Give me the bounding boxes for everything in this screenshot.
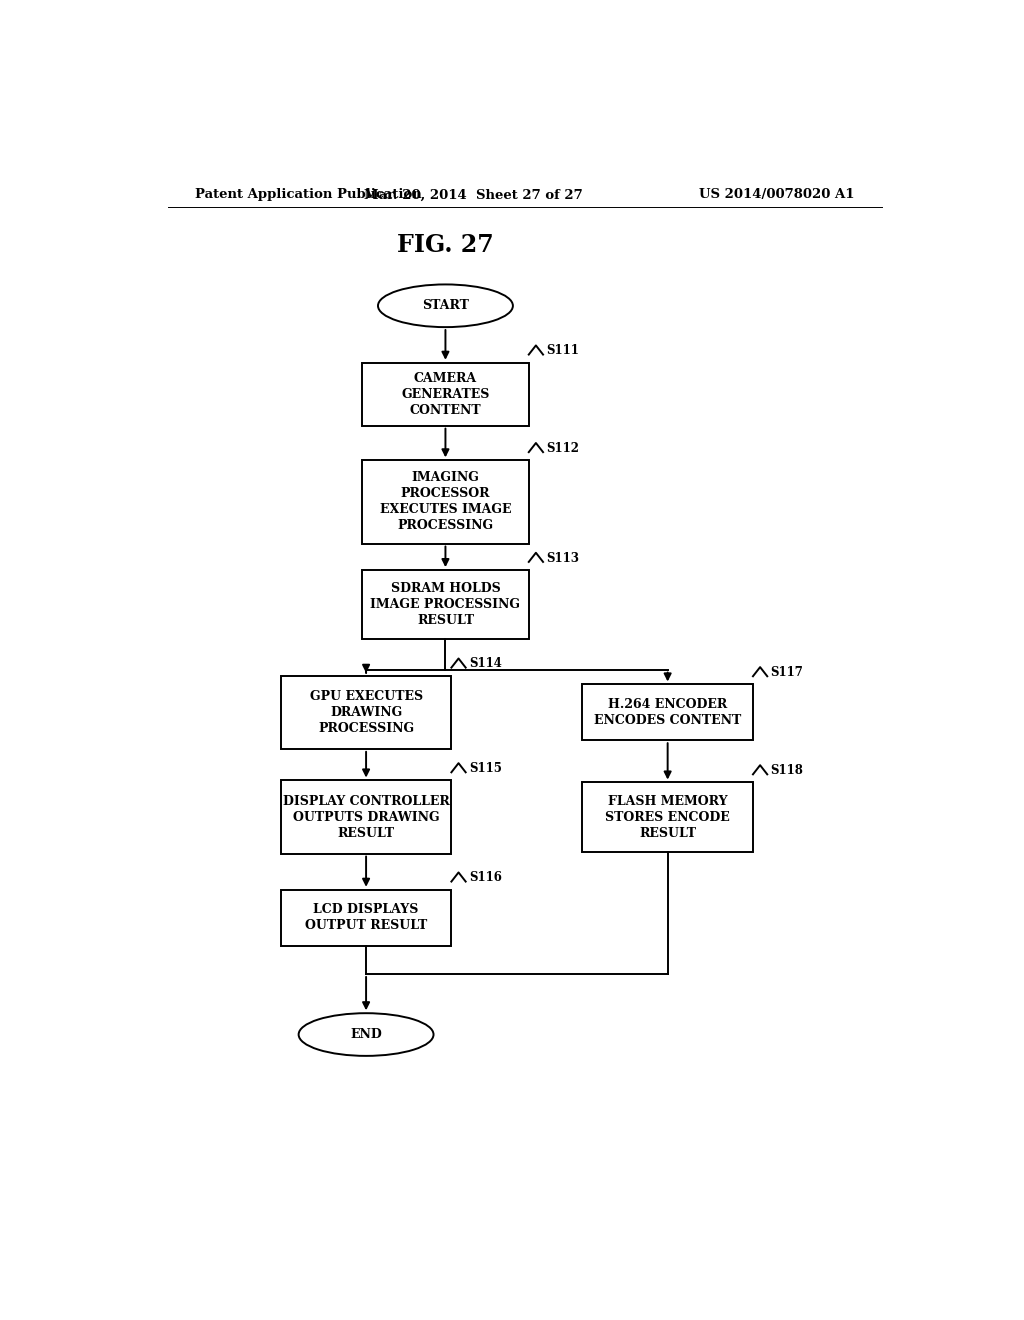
Text: FLASH MEMORY
STORES ENCODE
RESULT: FLASH MEMORY STORES ENCODE RESULT [605, 795, 730, 840]
Bar [281, 676, 452, 748]
Bar [362, 570, 528, 639]
Text: FIG. 27: FIG. 27 [397, 232, 494, 257]
Text: H.264 ENCODER
ENCODES CONTENT: H.264 ENCODER ENCODES CONTENT [594, 698, 741, 727]
Text: GPU EXECUTES
DRAWING
PROCESSING: GPU EXECUTES DRAWING PROCESSING [309, 690, 423, 735]
Text: Mar. 20, 2014  Sheet 27 of 27: Mar. 20, 2014 Sheet 27 of 27 [364, 189, 583, 202]
Text: END: END [350, 1028, 382, 1041]
Text: S113: S113 [546, 552, 580, 565]
Text: LCD DISPLAYS
OUTPUT RESULT: LCD DISPLAYS OUTPUT RESULT [305, 903, 427, 932]
Bar [362, 363, 528, 426]
Text: SDRAM HOLDS
IMAGE PROCESSING
RESULT: SDRAM HOLDS IMAGE PROCESSING RESULT [371, 582, 520, 627]
Bar [583, 684, 753, 741]
Text: US 2014/0078020 A1: US 2014/0078020 A1 [698, 189, 854, 202]
Text: DISPLAY CONTROLLER
OUTPUTS DRAWING
RESULT: DISPLAY CONTROLLER OUTPUTS DRAWING RESUL… [283, 795, 450, 840]
Text: S116: S116 [469, 871, 502, 884]
Bar [583, 783, 753, 851]
Bar [281, 890, 452, 945]
Text: S118: S118 [770, 764, 803, 777]
Bar [362, 461, 528, 544]
Bar [281, 780, 452, 854]
Text: START: START [422, 300, 469, 313]
Text: S115: S115 [469, 762, 502, 775]
Text: S111: S111 [546, 345, 580, 358]
Text: S114: S114 [469, 657, 502, 671]
Text: CAMERA
GENERATES
CONTENT: CAMERA GENERATES CONTENT [401, 372, 489, 417]
Text: S112: S112 [546, 442, 580, 455]
Text: Patent Application Publication: Patent Application Publication [196, 189, 422, 202]
Text: IMAGING
PROCESSOR
EXECUTES IMAGE
PROCESSING: IMAGING PROCESSOR EXECUTES IMAGE PROCESS… [380, 471, 511, 532]
Text: S117: S117 [770, 667, 803, 678]
